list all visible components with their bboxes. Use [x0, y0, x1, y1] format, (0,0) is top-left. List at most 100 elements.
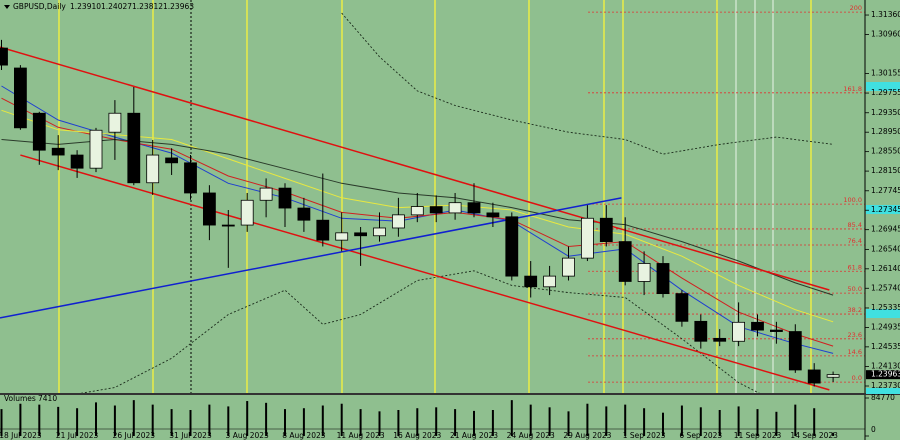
candle-body — [316, 219, 330, 241]
candle-body — [0, 47, 8, 66]
volume-title: Volumes — [4, 394, 36, 403]
candle-body — [202, 192, 216, 226]
fib-label: 23.6 — [848, 331, 862, 339]
volume-bar — [813, 408, 816, 436]
candle-body — [410, 206, 424, 216]
indicator-line — [341, 12, 834, 155]
x-tick-label: 29 Aug 2023 — [563, 431, 611, 440]
volume-bar — [624, 404, 627, 436]
volume-bar — [416, 408, 419, 436]
candle-body — [391, 214, 405, 229]
volume-bar — [246, 401, 249, 436]
volume-bar — [265, 402, 268, 436]
candle-body — [826, 374, 840, 378]
volume-bar — [95, 402, 97, 436]
candle-body — [108, 112, 122, 133]
candle-body — [486, 212, 500, 218]
chart-title: GBPUSD,Daily — [13, 2, 66, 11]
volume-bar — [662, 412, 664, 436]
y-tick-label: 1.27745 — [871, 186, 900, 195]
ohlc-label: 1.23910 — [70, 2, 101, 11]
y-tick-label: 1.28150 — [871, 166, 900, 175]
candle-body — [467, 202, 481, 214]
candle-body — [694, 320, 708, 342]
y-tick-label: 1.30155 — [871, 69, 900, 78]
x-tick-label: 3 Aug 2023 — [226, 431, 269, 440]
volume-bar — [832, 432, 835, 436]
volume-tick-label: 0 — [871, 425, 876, 434]
candle-body — [373, 227, 386, 237]
y-tick-label: 1.29350 — [871, 108, 900, 117]
fib-label: 85.4 — [848, 221, 862, 229]
volume-bar — [151, 404, 154, 436]
y-tick-label: 1.25740 — [871, 283, 900, 292]
ohlc-label: 1.24027 — [101, 2, 132, 11]
x-tick-label: 24 Aug 2023 — [507, 431, 555, 440]
fib-label: 100.0 — [843, 196, 862, 204]
candle-body — [70, 154, 84, 169]
volume-bar — [567, 411, 570, 436]
fib-label: 61.8 — [848, 263, 862, 271]
candle-body — [505, 216, 519, 277]
candle-body — [184, 162, 197, 194]
x-tick-label: 31 Jul 2023 — [169, 431, 212, 440]
volume-bar — [680, 405, 683, 436]
y-tick-label: 1.27345 — [871, 205, 900, 214]
alert-box — [866, 205, 900, 214]
candle-body — [788, 331, 802, 371]
alert-box — [866, 309, 900, 318]
candle-body — [581, 217, 594, 259]
candle-body — [165, 157, 179, 164]
indicator-line — [1, 109, 834, 323]
menu-icon — [4, 5, 10, 9]
volume-bar — [756, 409, 759, 436]
volume-bar — [775, 411, 778, 436]
volume-bar — [38, 404, 41, 436]
y-tick-label: 1.30960 — [871, 29, 900, 38]
volume-bar — [359, 409, 362, 436]
volume-bar — [491, 410, 494, 436]
volume-bar — [132, 400, 135, 436]
y-tick-label: 1.24535 — [871, 342, 900, 351]
candle-body — [32, 112, 46, 151]
y-tick-label: 1.24935 — [871, 322, 900, 331]
volume-bar — [57, 406, 60, 436]
x-tick-label: 18 Jul 2023 — [0, 431, 42, 440]
fib-label: 200 — [850, 4, 862, 12]
x-tick-label: 6 Sep 2023 — [679, 431, 722, 440]
fib-label: 14.6 — [848, 348, 862, 356]
y-tick-label: 1.28550 — [871, 147, 900, 156]
fib-label: 76.4 — [848, 237, 862, 245]
volume-bar — [548, 407, 551, 436]
ohlc-label: 1.23812 — [132, 2, 163, 11]
candle-body — [807, 369, 821, 384]
x-tick-label: 11 Sep 2023 — [734, 431, 782, 440]
volume-bar — [510, 400, 513, 436]
fib-label: 0.0 — [852, 374, 862, 382]
alert-box — [866, 82, 900, 91]
fib-label: 161.8 — [843, 85, 862, 93]
volume-tick-label: 84770 — [871, 393, 895, 402]
y-tick-label: 1.29755 — [871, 88, 900, 97]
y-tick-label: 1.25335 — [871, 303, 900, 312]
candle-body — [51, 147, 65, 156]
candle-body — [732, 321, 745, 342]
candle-body — [335, 232, 349, 241]
plot-layer — [0, 11, 865, 393]
last-price-label: 1.23963 — [871, 370, 900, 379]
candle-body — [146, 154, 160, 184]
y-tick-label: 1.24130 — [871, 362, 900, 371]
volume-bar — [473, 410, 475, 436]
candle-body — [259, 187, 273, 201]
volume-bar — [794, 404, 797, 436]
y-tick-label: 1.26945 — [871, 225, 900, 234]
fib-label: 38.2 — [848, 306, 862, 314]
volume-bar — [699, 407, 702, 436]
volume-bar — [397, 410, 400, 436]
x-tick-label: 21 Aug 2023 — [450, 431, 498, 440]
volume-bar — [208, 404, 211, 436]
y-tick-label: 1.26140 — [871, 264, 900, 273]
candle-body — [770, 329, 783, 332]
candle-body — [524, 275, 538, 288]
